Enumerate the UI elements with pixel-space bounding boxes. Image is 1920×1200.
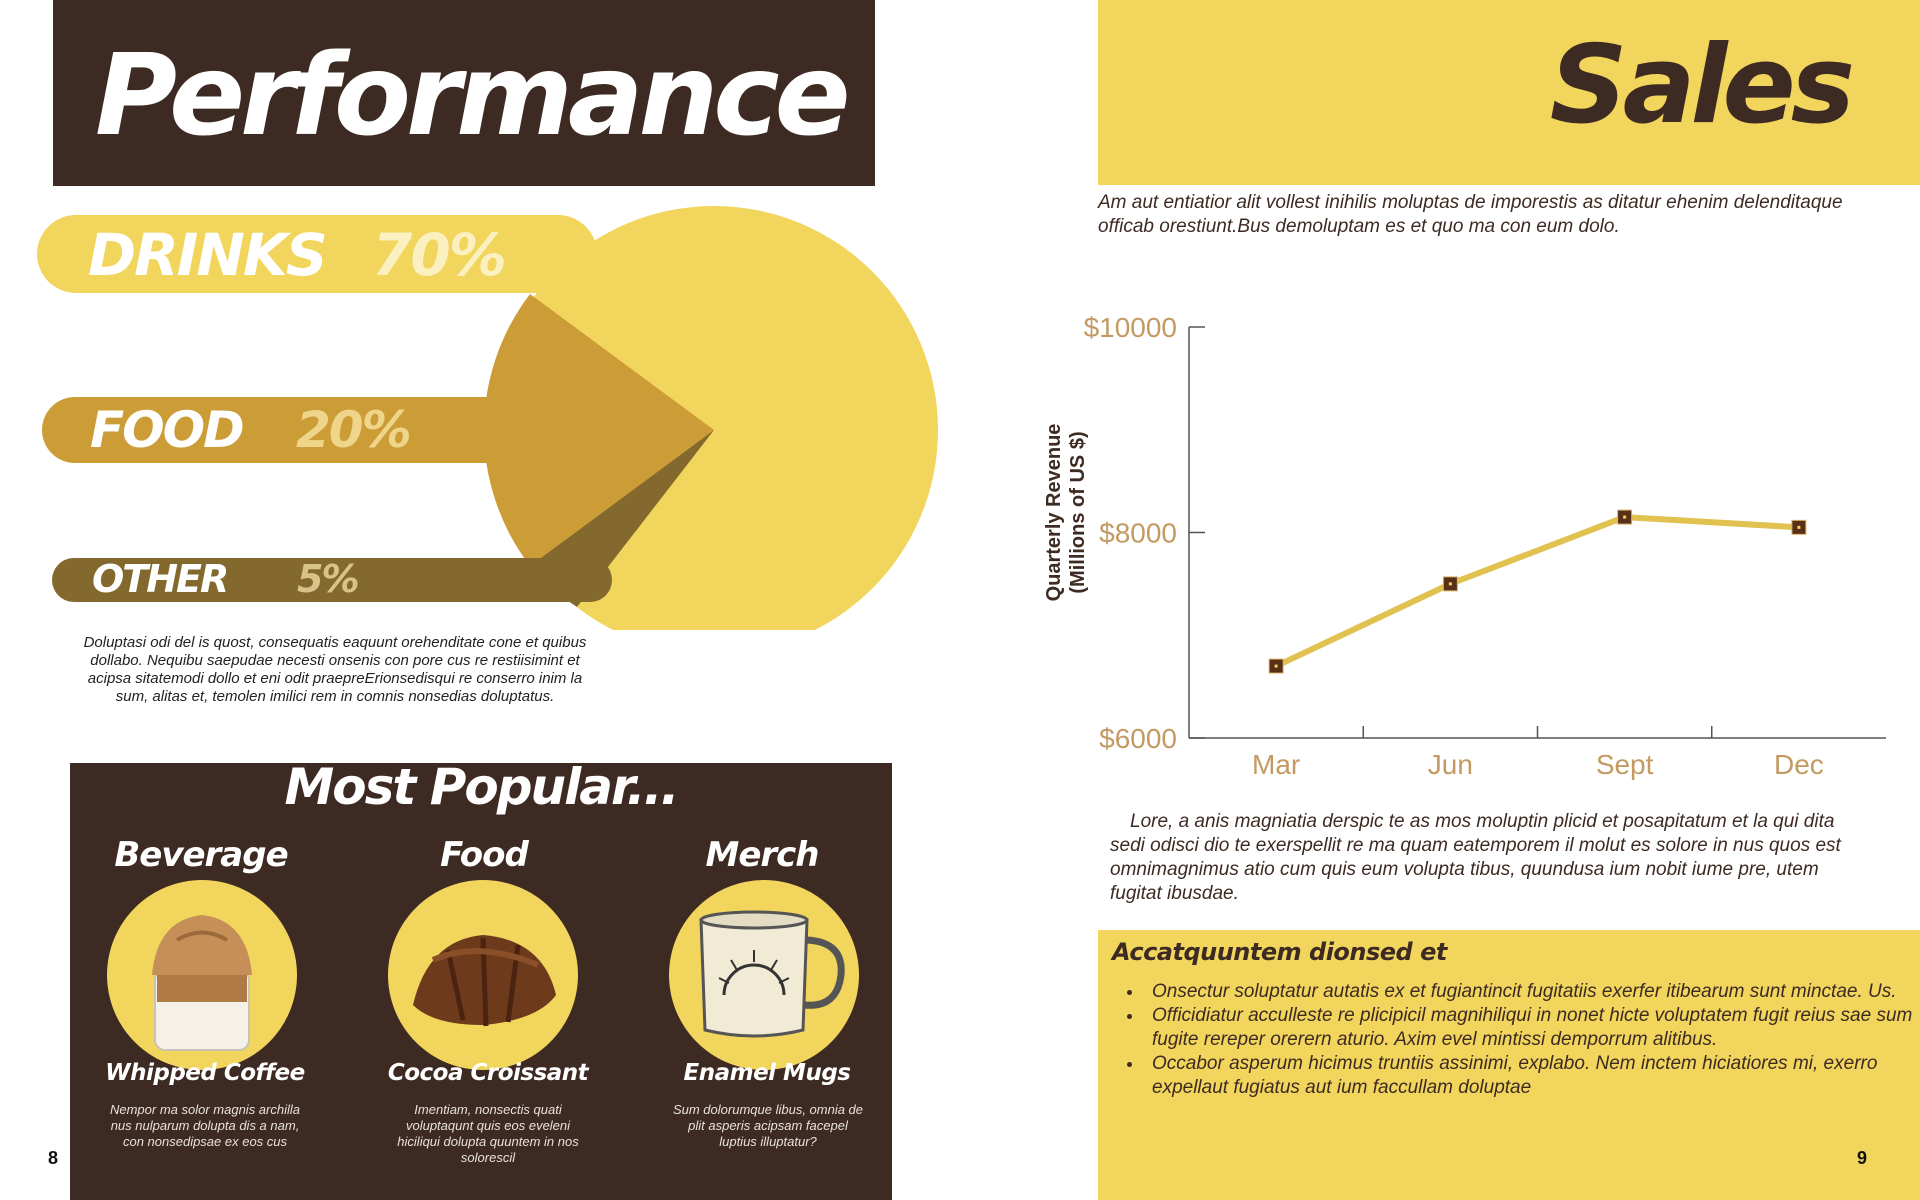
page-number-right: 9 [1857,1148,1868,1168]
other-percent: 5% [297,557,359,601]
note-bullet: Officidiatur acculleste re plicipicil ma… [1144,1004,1920,1052]
cocoa-croissant-image [388,880,578,1070]
y-axis-title: Quarterly Revenue (Millions of US $) [1043,424,1089,602]
other-bar [52,558,612,602]
y-tick-label: $6000 [1099,723,1177,754]
note-box [1098,930,1920,1200]
page-number-left: 8 [48,1148,59,1168]
item-desc-enamel-mugs: Sum dolorumque libus, omnia de plit aspe… [672,1102,864,1149]
most-popular-title: Most Popular... [284,758,680,816]
data-point-center [1274,664,1278,668]
item-desc-whipped-coffee: Nempor ma solor magnis archilla nus nulp… [109,1102,300,1149]
x-tick-label: Dec [1774,749,1824,780]
mug-icon [699,910,845,1038]
y-tick-label: $10000 [1084,312,1177,343]
food-percent: 20% [296,401,412,459]
performance-pie-chart [37,206,938,630]
revenue-line [1274,514,1800,669]
data-point-center [1797,525,1801,529]
enamel-mug-image [669,880,859,1070]
note-list: Onsectur soluptatur autatis ex et fugian… [1110,980,1920,1100]
croissant-icon [413,935,556,1027]
food-bar [42,397,562,463]
other-label: OTHER [92,557,229,601]
drinks-percent: 70% [372,221,507,289]
data-point-center [1448,582,1452,586]
chart-paragraph: Lore, a anis magniatia derspic te as mos… [1110,811,1841,904]
note-bullet: Onsectur soluptatur autatis ex et fugian… [1144,980,1920,1004]
sales-title: Sales [1549,23,1855,148]
whipped-coffee-image [107,880,297,1070]
category-beverage: Beverage [114,835,288,875]
note-bullet: Occabor asperum hicimus truntiis assinim… [1144,1052,1920,1100]
x-tick-label: Sept [1596,749,1654,780]
performance-paragraph: Doluptasi odi del is quost, consequatis … [83,634,587,705]
whipped-coffee-icon [152,915,252,1051]
item-name-cocoa-croissant: Cocoa Croissant [387,1060,589,1086]
page-title: Performance [95,31,851,161]
item-desc-cocoa-croissant: Imentiam, nonsectis quati voluptaqunt qu… [397,1102,579,1165]
item-name-whipped-coffee: Whipped Coffee [105,1060,305,1086]
x-tick-label: Jun [1428,749,1473,780]
food-label: FOOD [90,401,245,459]
pie-slice-food [483,294,714,566]
drinks-bar [37,215,597,293]
sales-intro: Am aut entiatior alit vollest inihilis m… [1098,192,1843,237]
x-tick-label: Mar [1252,749,1300,780]
quarterly-revenue-line-chart: $6000 $8000 $10000 Mar Jun Sept Dec Quarterly R… [1043,312,1886,780]
category-food: Food [440,835,529,875]
category-merch: Merch [705,835,819,875]
sales-header [1098,0,1920,185]
performance-header [53,0,875,186]
data-point-center [1623,515,1627,519]
y-tick-label: $8000 [1099,518,1177,549]
note-title: Accatquuntem dionsed et [1112,938,1447,966]
item-name-enamel-mugs: Enamel Mugs [683,1060,851,1086]
drinks-label: DRINKS [88,221,328,289]
